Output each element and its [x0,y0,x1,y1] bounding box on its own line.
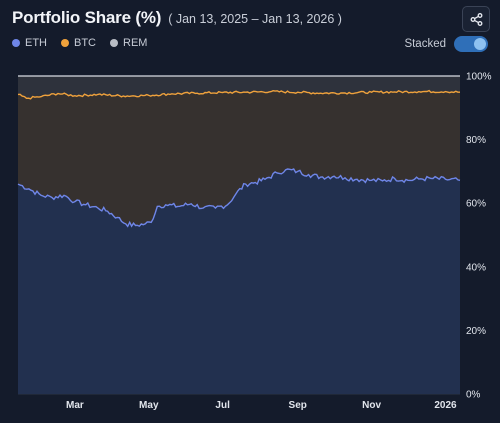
chart-header: Portfolio Share (%) ( Jan 13, 2025 – Jan… [12,8,342,30]
stacked-control: Stacked [404,36,488,52]
x-tick-label: May [139,400,159,411]
y-tick-label: 100% [466,72,492,83]
x-tick-label: Mar [66,400,84,411]
share-button[interactable] [462,6,490,32]
x-tick-label: 2026 [434,400,457,411]
y-tick-label: 0% [466,390,481,401]
y-tick-label: 40% [466,262,486,273]
legend-item-rem[interactable]: REM [110,37,147,49]
x-axis-ticks: Mar May Jul Sep Nov 2026 [66,400,457,411]
stacked-toggle[interactable] [454,36,488,52]
legend-item-btc[interactable]: BTC [61,37,96,49]
stacked-label: Stacked [404,38,446,50]
line-btc [17,89,460,100]
date-range: ( Jan 13, 2025 – Jan 13, 2026 ) [168,12,342,26]
y-tick-label: 80% [466,135,486,146]
legend-dot-eth [12,39,20,47]
chart-title: Portfolio Share (%) [12,8,162,27]
x-tick-label: Sep [289,400,307,411]
line-eth [17,168,461,228]
x-tick-label: Nov [362,400,381,411]
toggle-knob [474,38,486,50]
chart-legend: ETH BTC REM [12,37,147,49]
legend-dot-btc [61,39,69,47]
legend-item-eth[interactable]: ETH [12,37,47,49]
area-rem [18,76,460,99]
y-tick-label: 60% [466,199,486,210]
legend-label-btc: BTC [74,37,96,49]
y-tick-label: 20% [466,326,486,337]
legend-label-eth: ETH [25,37,47,49]
x-tick-label: Jul [215,400,230,411]
legend-label-rem: REM [123,37,148,49]
area-btc [18,90,460,227]
y-axis-ticks: 0% 20% 40% 60% 80% 100% [466,72,492,401]
legend-dot-rem [110,39,118,47]
share-icon [470,12,482,26]
